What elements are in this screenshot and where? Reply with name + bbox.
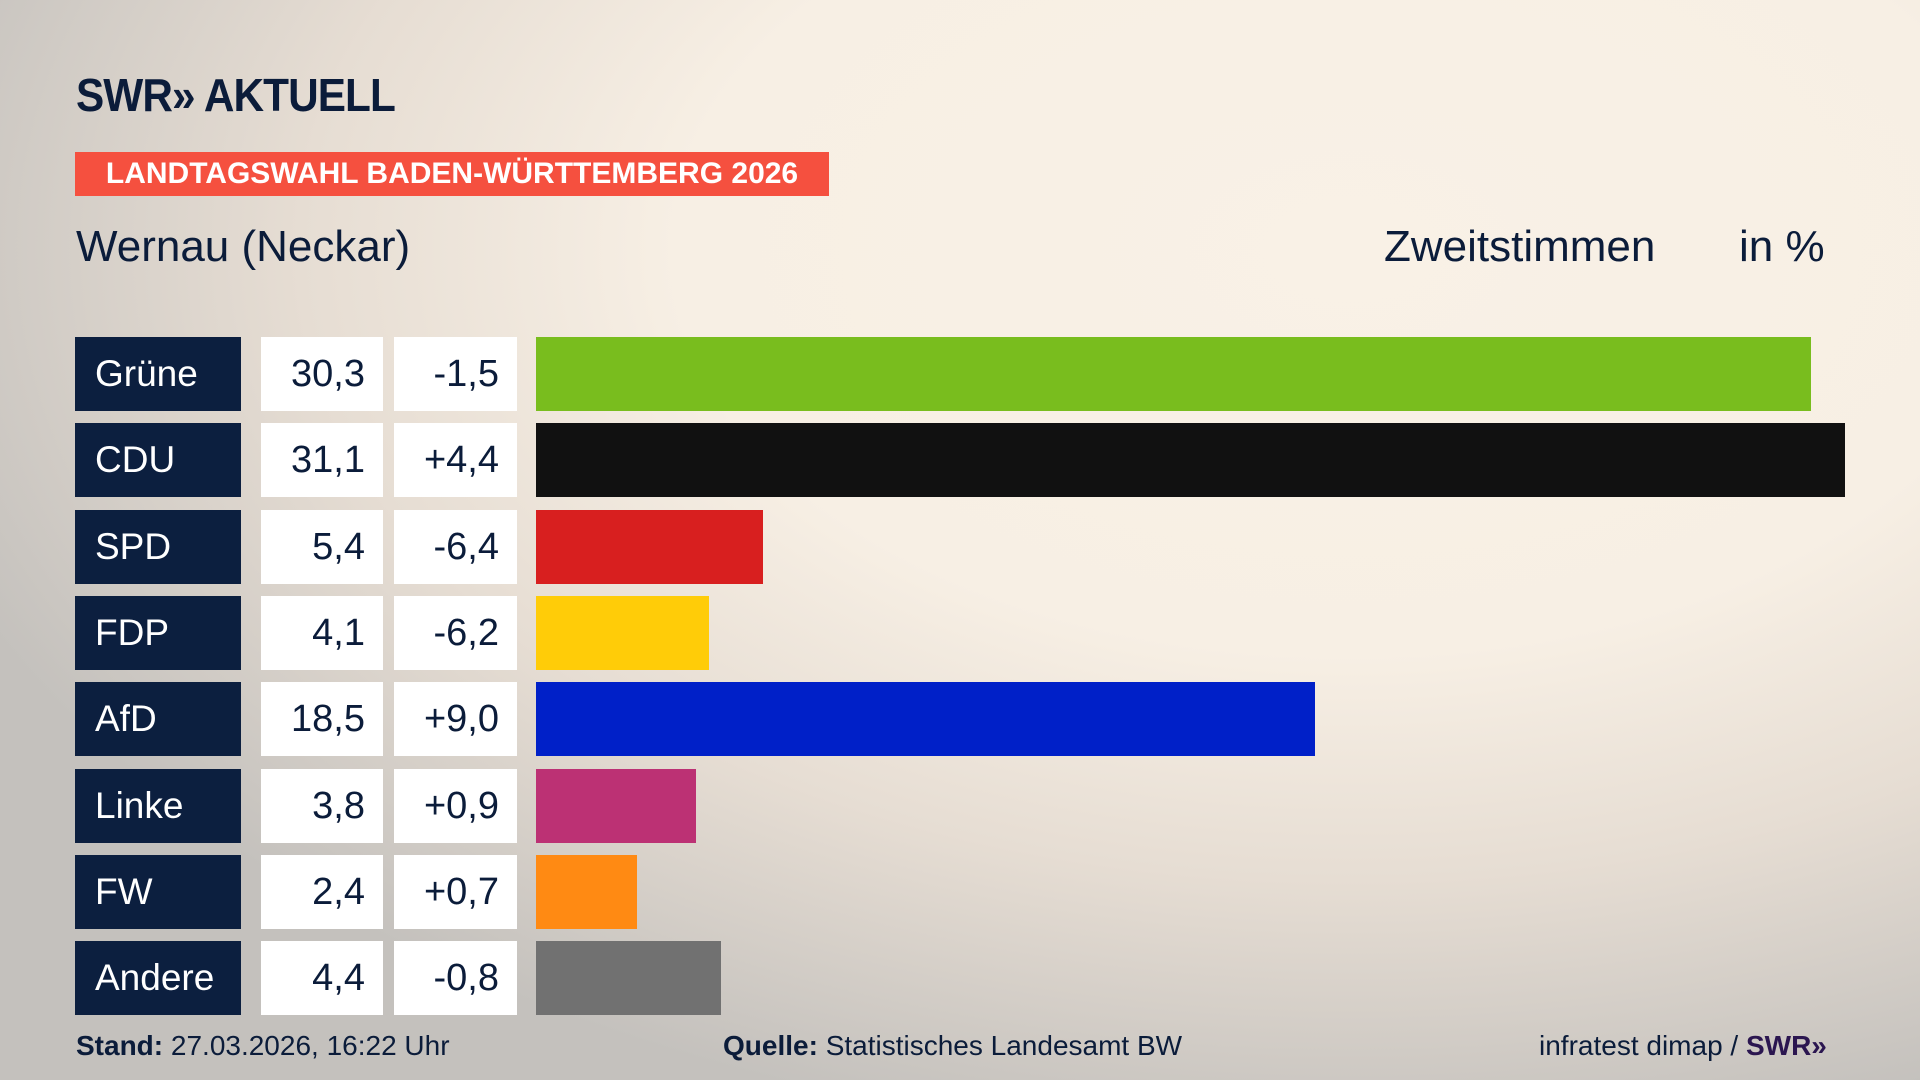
party-bar [536, 595, 709, 670]
party-value: 4,4 [261, 941, 383, 1016]
party-label: FDP [75, 595, 241, 670]
party-row: FDP 4,1 -6,2 [0, 595, 1920, 670]
party-diff: -6,4 [394, 509, 517, 584]
party-diff: -1,5 [394, 337, 517, 411]
region-title: Wernau (Neckar) [76, 222, 411, 271]
party-row: SPD 5,4 -6,4 [0, 509, 1920, 584]
party-value: 2,4 [261, 854, 383, 929]
party-label: Andere [75, 941, 241, 1016]
party-diff: +0,9 [394, 768, 517, 843]
party-diff: +9,0 [394, 682, 517, 757]
party-label: Grüne [75, 337, 241, 411]
party-value: 5,4 [261, 509, 383, 584]
credit: infratest dimap / SWR» [1539, 1030, 1827, 1062]
party-value: 3,8 [261, 768, 383, 843]
swr-aktuell-logo: SWR» AKTUELL [76, 69, 396, 121]
party-bar [536, 854, 638, 929]
election-banner: LANDTAGSWAHL BADEN-WÜRTTEMBERG 2026 [75, 152, 829, 196]
party-value: 30,3 [261, 337, 383, 411]
source-value: Statistisches Landesamt BW [825, 1030, 1183, 1061]
party-value: 4,1 [261, 595, 383, 670]
party-diff: -0,8 [394, 941, 517, 1016]
party-value: 18,5 [261, 682, 383, 757]
timestamp: Stand: 27.03.2026, 16:22 Uhr [76, 1030, 450, 1062]
party-diff: +4,4 [394, 423, 517, 498]
party-bar [536, 682, 1315, 757]
party-bar [536, 768, 696, 843]
party-label: FW [75, 854, 241, 929]
party-row: Linke 3,8 +0,9 [0, 768, 1920, 843]
party-label: SPD [75, 509, 241, 584]
party-row: Andere 4,4 -0,8 [0, 941, 1920, 1016]
swr-logo: SWR» [1745, 1030, 1827, 1061]
party-row: Grüne 30,3 -1,5 [0, 337, 1920, 411]
party-row: FW 2,4 +0,7 [0, 854, 1920, 929]
credit-text: infratest dimap / [1539, 1030, 1739, 1061]
source: Quelle: Statistisches Landesamt BW [723, 1030, 1182, 1062]
party-label: Linke [75, 768, 241, 843]
party-row: CDU 31,1 +4,4 [0, 423, 1920, 498]
party-label: CDU [75, 423, 241, 498]
party-bar [536, 509, 764, 584]
party-label: AfD [75, 682, 241, 757]
party-diff: -6,2 [394, 595, 517, 670]
party-value: 31,1 [261, 423, 383, 498]
party-bar [536, 337, 1812, 411]
unit-label: in % [1739, 222, 1825, 271]
party-diff: +0,7 [394, 854, 517, 929]
party-row: AfD 18,5 +9,0 [0, 682, 1920, 757]
party-bar [536, 941, 722, 1016]
vote-type: Zweitstimmen [1384, 222, 1656, 271]
stand-value: 27.03.2026, 16:22 Uhr [170, 1030, 450, 1061]
source-label: Quelle: [723, 1030, 818, 1061]
stand-label: Stand: [76, 1030, 164, 1061]
party-bar [536, 423, 1845, 498]
